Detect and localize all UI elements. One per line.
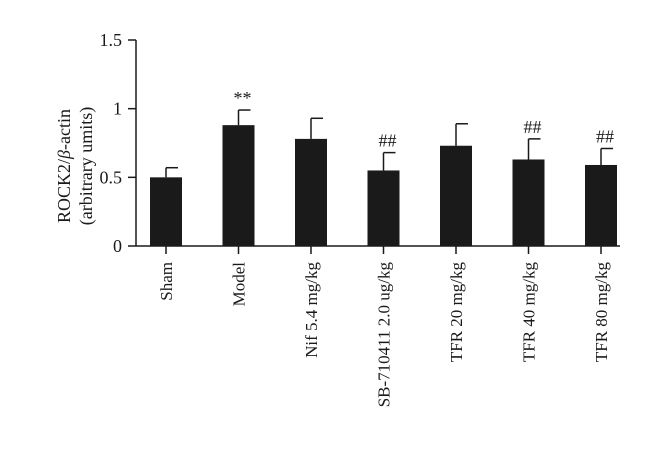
error-bars bbox=[165, 109, 613, 178]
significance-marks: ** ## ## ## bbox=[234, 88, 615, 151]
x-tick-label: Model bbox=[230, 262, 249, 307]
x-tick-label: SB-710411 2.0 ug/kg bbox=[375, 262, 394, 408]
y-tick-label: 0 bbox=[113, 236, 122, 256]
significance-label: ## bbox=[596, 126, 614, 146]
x-tick-label: TFR 40 mg/kg bbox=[520, 262, 539, 363]
y-axis-label: ROCK2/β-actin (arbitrary umits) bbox=[54, 107, 97, 225]
x-tick-label: TFR 20 mg/kg bbox=[447, 262, 466, 363]
y-axis-label-line1: ROCK2/β-actin bbox=[54, 109, 74, 223]
x-tick-label: TFR 80 mg/kg bbox=[592, 262, 611, 363]
bar bbox=[150, 177, 182, 246]
bar bbox=[367, 170, 400, 246]
y-axis-label-line2: (arbitrary umits) bbox=[76, 107, 97, 225]
significance-label: ** bbox=[234, 88, 252, 108]
significance-label: ## bbox=[524, 117, 542, 137]
bar bbox=[585, 164, 617, 246]
x-tick-label: Sham bbox=[157, 262, 176, 301]
bars bbox=[150, 125, 617, 246]
y-ticks: 0 0.5 1 1.5 bbox=[100, 30, 136, 256]
y-tick-label: 0.5 bbox=[100, 167, 123, 187]
x-tick-labels: Sham Model Nif 5.4 mg/kg SB-710411 2.0 ug/k… bbox=[157, 246, 611, 407]
bar bbox=[440, 145, 472, 246]
bar bbox=[295, 138, 327, 246]
x-tick-label: Nif 5.4 mg/kg bbox=[302, 262, 321, 358]
y-tick-label: 1 bbox=[113, 99, 122, 119]
significance-label: ## bbox=[379, 131, 397, 151]
bar bbox=[222, 125, 255, 246]
y-tick-label: 1.5 bbox=[100, 30, 123, 50]
bar bbox=[512, 159, 545, 246]
